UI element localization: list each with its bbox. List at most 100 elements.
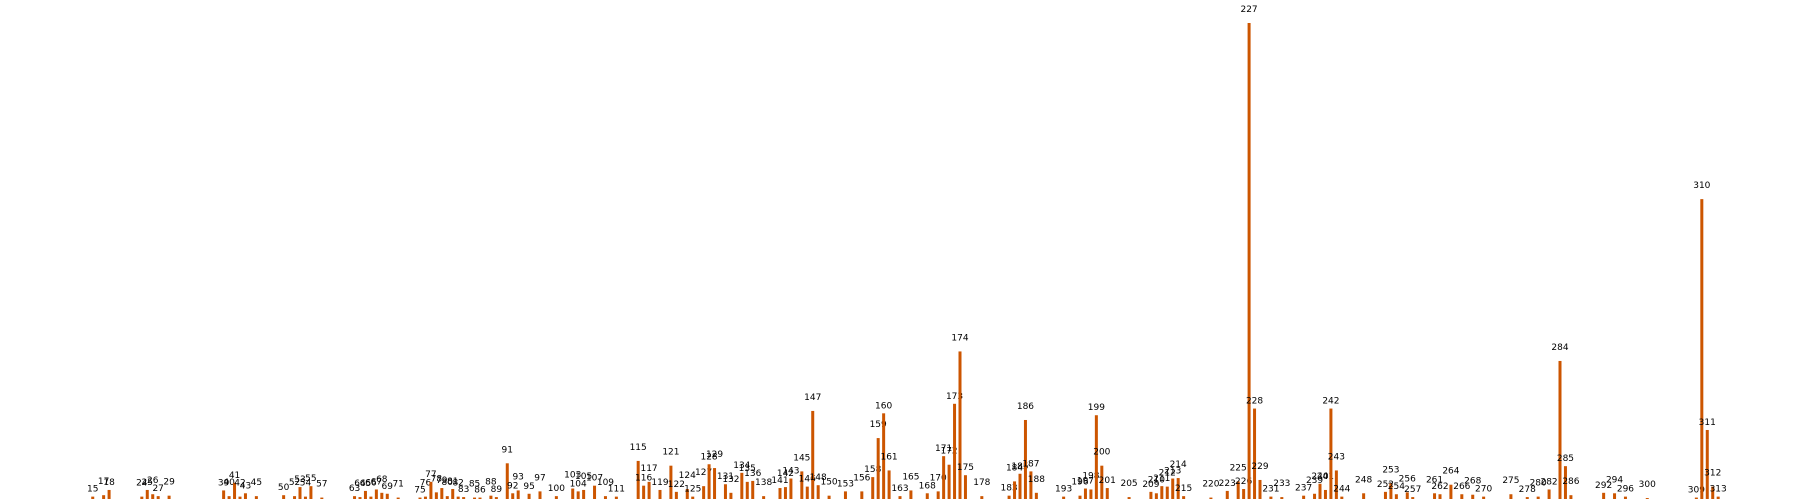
bar: [713, 468, 717, 499]
bar-label: 115: [630, 443, 647, 453]
bar-label: 100: [548, 484, 565, 494]
bar: [593, 485, 597, 499]
bar: [505, 463, 509, 499]
bar: [293, 496, 297, 499]
bar: [871, 477, 875, 499]
bar: [1340, 496, 1344, 499]
bar: [958, 351, 962, 499]
bar: [1623, 496, 1627, 499]
bar: [1536, 496, 1540, 499]
bar-label: 54: [300, 479, 312, 489]
bar-label: 85: [469, 480, 480, 490]
bar-label: 68: [376, 475, 388, 485]
bar-label: 129: [706, 450, 723, 460]
bar-label: 270: [1475, 485, 1492, 495]
bar: [1323, 489, 1327, 499]
bar: [740, 472, 744, 499]
bar: [1018, 473, 1022, 499]
bar-label: 210: [1148, 475, 1165, 485]
bar-label: 131: [717, 472, 734, 482]
bar-label: 142: [777, 469, 794, 479]
bar-label: 71: [392, 480, 403, 490]
bar: [953, 403, 957, 499]
bar-label: 42: [234, 479, 245, 489]
bar: [1313, 493, 1317, 499]
bar: [167, 495, 171, 499]
bar-label: 95: [523, 482, 534, 492]
bar: [1694, 497, 1698, 499]
bar: [1176, 478, 1180, 499]
bar-label: 81: [447, 477, 458, 487]
bar-label: 188: [1028, 475, 1045, 485]
bar: [473, 497, 477, 499]
bar: [478, 497, 482, 499]
bar: [227, 496, 231, 499]
bar-label: 312: [1704, 469, 1721, 479]
bar-label: 26: [147, 476, 159, 486]
bar-label: 186: [1017, 402, 1034, 412]
bar-label: 92: [507, 481, 518, 491]
bar: [707, 464, 711, 499]
bar: [434, 492, 438, 499]
bar: [925, 493, 929, 499]
bar: [91, 496, 95, 499]
bar: [396, 497, 400, 499]
bar-label: 41: [229, 471, 240, 481]
bar: [516, 490, 520, 499]
bar-label: 148: [810, 473, 827, 483]
bar: [1105, 488, 1109, 499]
bar: [462, 497, 466, 499]
bar-label: 104: [570, 479, 587, 489]
bar-label: 193: [1055, 485, 1072, 495]
bar: [156, 496, 160, 499]
bar: [298, 487, 302, 499]
bar: [456, 496, 460, 499]
bar: [440, 488, 444, 499]
bar-label: 225: [1230, 463, 1247, 473]
bar-label: 39: [218, 478, 230, 488]
bar: [320, 497, 324, 499]
bar: [1558, 360, 1562, 499]
bar-label: 184: [1006, 463, 1023, 473]
bar-label: 80: [442, 478, 454, 488]
bar-label: 205: [1120, 479, 1137, 489]
bar: [145, 489, 149, 499]
bar: [887, 470, 891, 499]
bar: [816, 485, 820, 499]
bar: [669, 465, 673, 499]
bar: [1509, 494, 1513, 499]
bar: [582, 489, 586, 499]
bar: [642, 485, 646, 499]
bar: [882, 413, 886, 499]
bar-label: 161: [880, 452, 897, 462]
bar: [783, 487, 787, 499]
bar: [1089, 489, 1093, 499]
bar-label: 239: [1306, 476, 1323, 486]
bar: [1236, 481, 1240, 499]
bar-label: 121: [662, 448, 679, 458]
bar: [1154, 493, 1158, 499]
bar: [1280, 497, 1284, 499]
bar-label: 76: [420, 479, 432, 489]
bar: [538, 491, 542, 499]
bar-label: 229: [1251, 462, 1268, 472]
bar: [1094, 415, 1098, 499]
bar-label: 313: [1710, 485, 1727, 495]
bar: [729, 492, 733, 499]
bar: [1209, 497, 1213, 499]
bar-label: 198: [1082, 471, 1099, 481]
bar-label: 244: [1333, 485, 1350, 495]
bar: [1449, 484, 1453, 499]
bar: [1171, 478, 1175, 499]
bar: [1716, 496, 1720, 499]
bar: [1247, 23, 1251, 499]
bar: [636, 460, 640, 499]
bar-label: 150: [820, 478, 837, 488]
bar: [1269, 496, 1273, 499]
bar: [1602, 492, 1606, 499]
bar-label: 119: [651, 478, 668, 488]
bar-label: 109: [597, 478, 614, 488]
bar-label: 233: [1273, 479, 1290, 489]
bar: [1023, 419, 1027, 499]
bar-label: 138: [755, 478, 772, 488]
